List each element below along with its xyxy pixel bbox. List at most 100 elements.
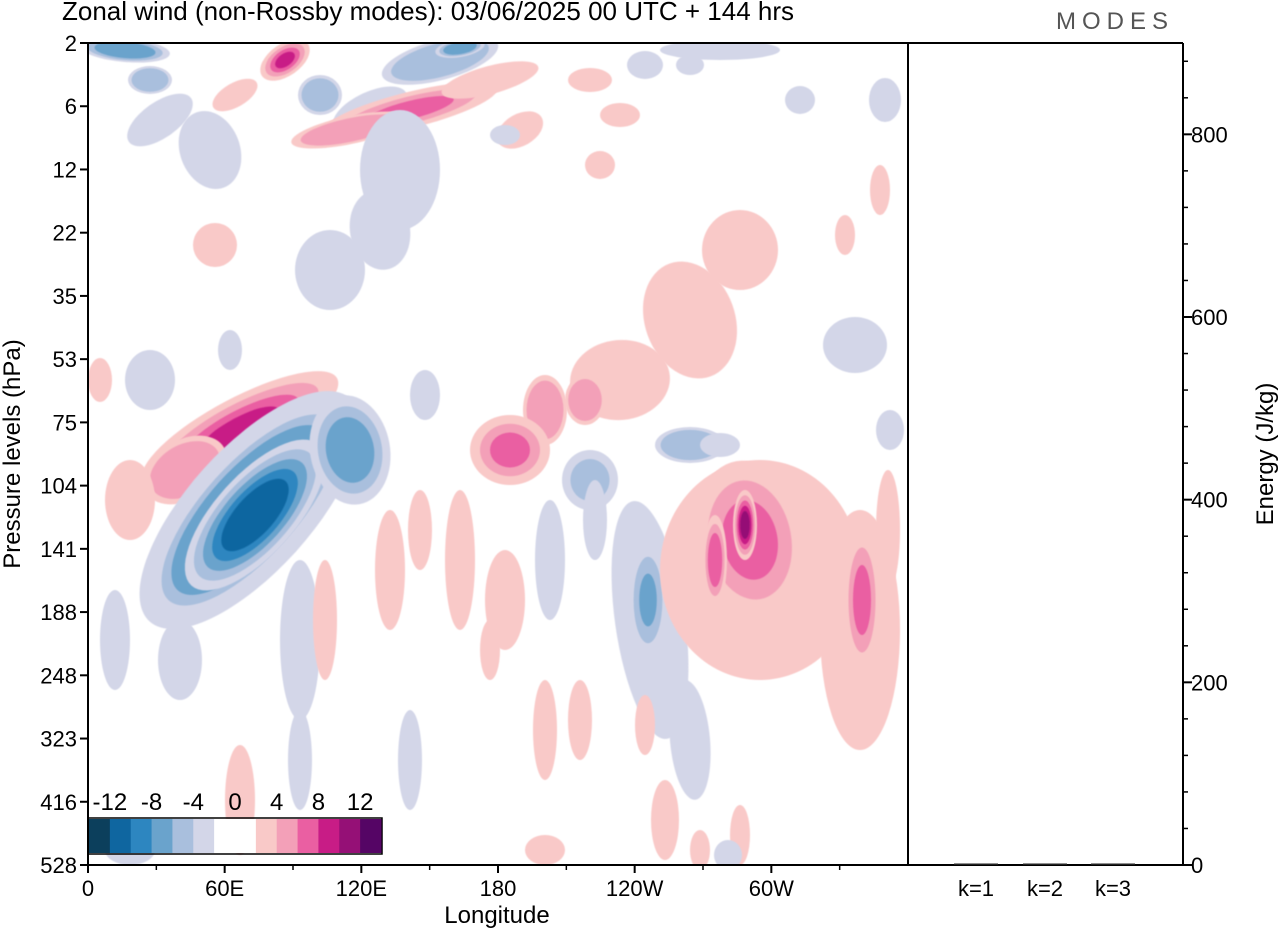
contour-band: [295, 230, 365, 310]
colorbar: -12 -8 -4 0 4 8 12: [87, 789, 383, 855]
y-tick-label: 528: [40, 853, 77, 878]
x-tick-label: 120W: [606, 876, 664, 901]
colorbar-label: 12: [347, 789, 374, 816]
contour-band: [221, 478, 289, 552]
contour-band: [375, 510, 405, 630]
y-tick-label: 104: [40, 474, 77, 499]
contour-feature: [158, 620, 202, 700]
contour-band: [740, 511, 750, 539]
contour-feature: [535, 500, 565, 620]
contour-feature: [280, 560, 320, 720]
energy-y-axis: 0 200 400 600 800: [1183, 60, 1228, 878]
energy-axis-label: Energy (J/kg): [1252, 383, 1279, 526]
y-tick-label: 6: [65, 94, 77, 119]
contour-band: [876, 470, 900, 590]
contour-band: [301, 78, 339, 112]
contour-band: [823, 317, 887, 373]
contour-band: [127, 93, 193, 147]
colorbar-swatch: [151, 819, 173, 853]
contour-feature: [125, 350, 175, 410]
colorbar-label: -4: [183, 789, 204, 816]
contour-band: [445, 490, 475, 630]
energy-bar-label: k=1: [958, 876, 994, 901]
contour-feature: [568, 68, 612, 92]
contour-feature: [298, 75, 342, 115]
colorbar-swatch: [276, 819, 299, 853]
chart-title: Zonal wind (non-Rossby modes): 03/06/202…: [62, 0, 794, 26]
contour-feature: [870, 165, 890, 215]
x-tick-label: 120E: [336, 876, 387, 901]
contour-feature: [295, 230, 365, 310]
colorbar-swatch: [193, 819, 215, 853]
contour-feature: [702, 210, 778, 290]
contour-band: [105, 460, 155, 540]
contour-feature: [349, 190, 411, 270]
contour-feature: [212, 78, 258, 112]
contour-feature: [876, 410, 904, 450]
colorbar-label: -12: [93, 789, 128, 816]
contour-feature: [128, 66, 172, 94]
contour-band: [490, 125, 520, 145]
contour-band: [785, 86, 815, 114]
contour-band: [410, 370, 440, 420]
energy-bar: [954, 863, 998, 865]
contour-feature: [309, 395, 391, 505]
contour-feature: [835, 215, 855, 255]
y-tick-label: 248: [40, 663, 77, 688]
energy-bar: [1091, 863, 1135, 865]
contour-feature: [375, 510, 405, 630]
contour-band: [585, 151, 615, 179]
contour-band: [568, 68, 612, 92]
contour-feature: [480, 620, 500, 680]
contour-feature: [690, 830, 710, 865]
contour-band: [642, 261, 738, 379]
contour-band: [660, 43, 780, 60]
colorbar-swatch: [109, 819, 132, 853]
contour-band: [313, 560, 337, 680]
colorbar-label: 4: [270, 789, 283, 816]
energy-tick-label: 200: [1191, 670, 1228, 695]
colorbar-label: -8: [141, 789, 162, 816]
contour-feature: [288, 710, 312, 810]
colorbar-swatch: [235, 819, 257, 853]
contour-feature: [568, 680, 592, 760]
contour-band: [480, 620, 500, 680]
contour-band: [288, 710, 312, 810]
contour-band: [853, 565, 871, 635]
contour-band: [676, 55, 704, 75]
modes-logo: MODES: [1056, 8, 1175, 35]
colorbar-swatch: [339, 819, 361, 853]
contour-band: [835, 215, 855, 255]
contour-feature: [669, 680, 711, 800]
contour-feature: [184, 439, 326, 591]
contour-feature: [628, 540, 668, 660]
contour-band: [568, 379, 602, 421]
contour-feature: [100, 590, 130, 690]
x-tick-label: 60W: [749, 876, 794, 901]
contour-band: [490, 432, 530, 468]
contour-band: [408, 490, 432, 570]
colorbar-swatch: [172, 819, 194, 853]
energy-tick-label: 400: [1191, 488, 1228, 513]
contour-band: [100, 590, 130, 690]
contour-band: [525, 835, 565, 865]
contour-feature: [193, 223, 237, 267]
contour-band: [707, 533, 723, 587]
contour-band: [714, 840, 742, 865]
contour-band: [275, 51, 295, 69]
contour-feature: [408, 490, 432, 570]
energy-bar: [1023, 863, 1067, 865]
contour-band: [398, 710, 422, 810]
contour-feature: [470, 415, 550, 485]
energy-bar-label: k=3: [1095, 876, 1131, 901]
contour-feature: [700, 433, 740, 457]
contour-feature: [105, 460, 155, 540]
contour-feature: [703, 515, 727, 605]
energy-bars: k=1 k=2 k=3: [954, 863, 1135, 901]
colorbar-label: 8: [312, 789, 325, 816]
contour-feature: [525, 835, 565, 865]
x-axis: 0 60E 120E 180 120W 60W: [82, 865, 841, 901]
y-tick-label: 12: [53, 157, 77, 182]
y-axis-label: Pressure levels (hPa): [0, 339, 26, 568]
contour-feature: [876, 470, 900, 590]
